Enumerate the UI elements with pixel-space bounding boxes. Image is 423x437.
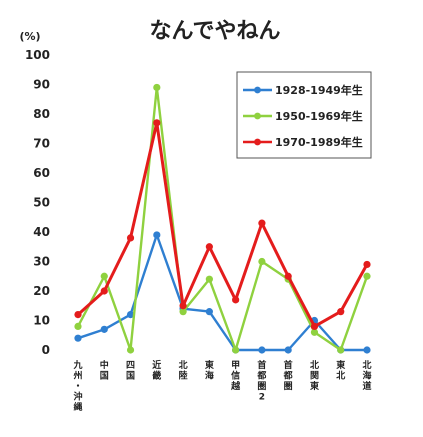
x-tick-label: 四国 [126, 360, 135, 382]
data-point [363, 272, 371, 280]
y-tick-label: 90 [33, 78, 50, 92]
x-tick-label: 北海道 [362, 359, 371, 392]
data-point [337, 308, 345, 316]
series-line [76, 86, 369, 352]
data-point [205, 275, 213, 283]
data-point [179, 308, 187, 316]
y-tick-label: 50 [33, 196, 50, 210]
series-line [77, 233, 367, 352]
x-tick-label: 北陸 [179, 359, 188, 382]
y-tick-label: 70 [33, 137, 50, 151]
data-point [153, 119, 161, 127]
data-point [258, 346, 266, 354]
data-point [179, 302, 187, 310]
data-point [284, 272, 292, 280]
data-point [100, 325, 108, 333]
x-tick-label: 九州・沖縄 [72, 359, 82, 413]
legend-label: 1928-1949年生 [275, 83, 363, 97]
y-tick-label: 100 [25, 48, 50, 62]
x-tick-label: 甲信越 [230, 360, 241, 392]
data-point [232, 346, 240, 354]
y-tick-label: 80 [33, 107, 50, 121]
data-point [153, 83, 161, 92]
data-point [100, 287, 108, 295]
data-point [126, 346, 135, 354]
x-tick-label: 首都圏 2 [256, 359, 266, 403]
data-point [258, 219, 266, 227]
data-point [363, 346, 371, 354]
legend-marker [254, 138, 261, 146]
data-point [284, 346, 292, 354]
x-tick-label: 首都圏 [283, 359, 293, 392]
x-tick-label: 北関東 [310, 359, 319, 392]
data-point [363, 260, 371, 269]
chart-title: なんでやねん [150, 19, 281, 44]
data-point [337, 346, 345, 354]
legend-marker [254, 86, 261, 94]
y-tick-label: 0 [42, 343, 50, 357]
y-tick-label: 30 [33, 255, 50, 269]
x-tick-label: 東海 [205, 359, 214, 382]
data-point [100, 272, 108, 280]
data-point [126, 311, 135, 319]
y-axis-unit: (%) [19, 30, 40, 43]
data-point [153, 231, 161, 239]
y-axis-ticks: 0 10 20 30 40 50 60 70 80 90 100 [25, 48, 50, 357]
legend-marker [254, 112, 261, 120]
data-point [74, 322, 82, 330]
y-tick-label: 20 [33, 284, 50, 298]
data-point [232, 296, 240, 304]
series-line [76, 121, 369, 328]
x-tick-label: 東北 [336, 359, 345, 382]
y-tick-label: 10 [33, 314, 50, 328]
y-tick-label: 60 [33, 166, 50, 180]
legend-label: 1970-1989年生 [275, 135, 363, 149]
data-point [205, 243, 213, 251]
data-point [310, 328, 319, 336]
x-tick-label: 近畿 [152, 359, 161, 382]
data-point [74, 334, 82, 342]
data-point [310, 322, 319, 330]
legend-label: 1950-1969年生 [275, 109, 363, 123]
data-point [205, 308, 213, 316]
x-tick-label: 中国 [100, 359, 109, 382]
data-point [126, 234, 135, 242]
series-lines [74, 83, 371, 354]
data-point [74, 311, 82, 319]
y-tick-label: 40 [33, 225, 50, 239]
legend: 1928-1949年生 1950-1969年生 1970-1989年生 [236, 71, 372, 159]
data-point [258, 257, 266, 266]
